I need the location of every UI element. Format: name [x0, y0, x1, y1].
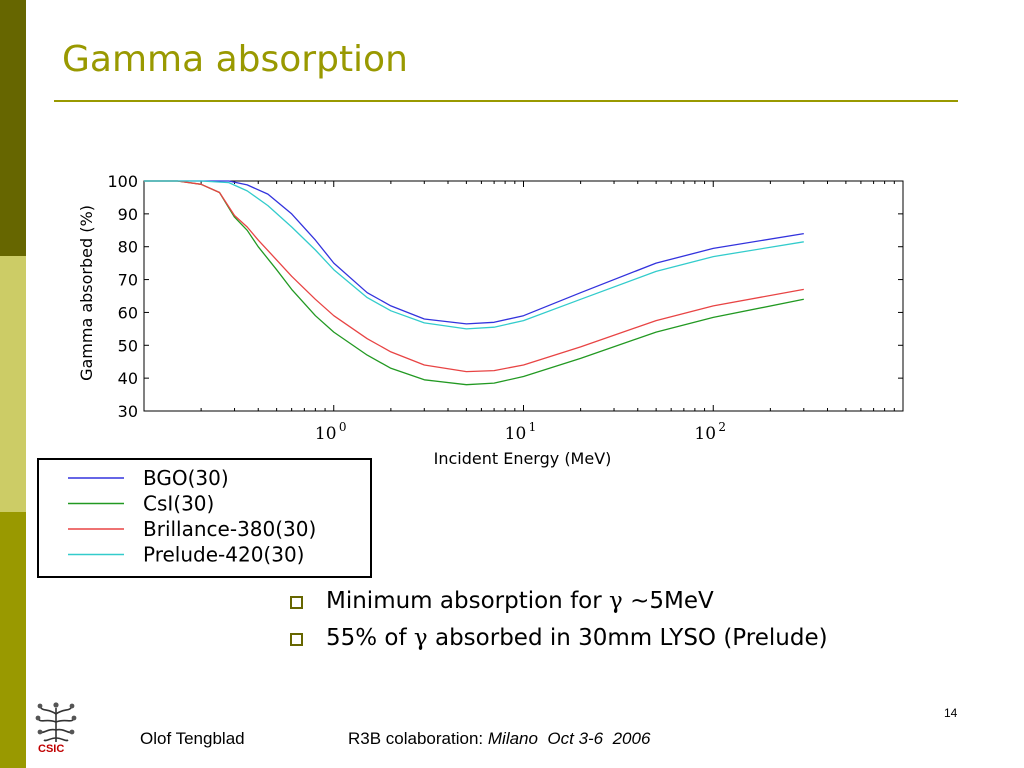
- accent-bar-middle: [0, 256, 26, 512]
- csic-logo-icon: [35, 702, 77, 742]
- accent-bar-bottom: [0, 512, 26, 768]
- y-axis-label: Gamma absorbed (%): [77, 205, 96, 381]
- y-tick-label: 50: [118, 336, 138, 355]
- gamma-symbol: γ: [413, 625, 428, 651]
- bullet-text-end: absorbed in 30mm LYSO (Prelude): [427, 625, 828, 651]
- bullet-text-start: 55% of: [326, 625, 414, 651]
- x-tick-exponent: 2: [718, 420, 726, 434]
- x-axis-label: Incident Energy (MeV): [434, 449, 612, 468]
- legend-label: Prelude-420(30): [143, 543, 304, 567]
- bullet-text-end: ~5MeV: [622, 588, 714, 614]
- slide-title: Gamma absorption: [62, 39, 408, 80]
- plot-area: [143, 180, 904, 412]
- bullet-list: Minimum absorption for γ ~5MeV 55% of γ …: [290, 584, 828, 658]
- series-line: [144, 180, 804, 325]
- series-line: [144, 180, 804, 373]
- bullet-text-start: Minimum absorption for: [326, 588, 610, 614]
- square-bullet-icon: [290, 633, 303, 646]
- bullet-item: 55% of γ absorbed in 30mm LYSO (Prelude): [290, 621, 828, 658]
- footer-event-location: Milano Oct 3-6 2006: [487, 729, 651, 748]
- accent-bar-top: [0, 0, 26, 256]
- y-tick-label: 70: [118, 271, 138, 290]
- footer-event-prefix: R3B colaboration:: [348, 729, 488, 748]
- logo-text: CSIC: [38, 743, 65, 755]
- legend-label: Brillance-380(30): [143, 517, 316, 541]
- y-tick-label: 60: [118, 303, 138, 322]
- bullet-item: Minimum absorption for γ ~5MeV: [290, 584, 828, 621]
- square-bullet-icon: [290, 596, 303, 609]
- footer-author: Olof Tengblad: [140, 729, 245, 748]
- page-number: 14: [944, 706, 958, 720]
- x-tick-exponent: 1: [529, 420, 537, 434]
- y-tick-label: 40: [118, 369, 138, 388]
- y-tick-label: 100: [107, 172, 138, 191]
- legend-label: CsI(30): [143, 492, 214, 516]
- x-tick-exponent: 0: [339, 420, 347, 434]
- footer-event: R3B colaboration: Milano Oct 3-6 2006: [348, 729, 650, 749]
- legend-label: BGO(30): [143, 466, 229, 490]
- x-tick-label: 10: [505, 424, 527, 444]
- y-tick-label: 90: [118, 205, 138, 224]
- x-tick-label: 10: [315, 424, 337, 444]
- y-tick-label: 30: [118, 402, 138, 421]
- title-divider: [54, 100, 958, 102]
- series-line: [144, 180, 804, 330]
- y-tick-label: 80: [118, 238, 138, 257]
- gamma-symbol: γ: [609, 588, 623, 614]
- x-tick-label: 10: [694, 424, 716, 444]
